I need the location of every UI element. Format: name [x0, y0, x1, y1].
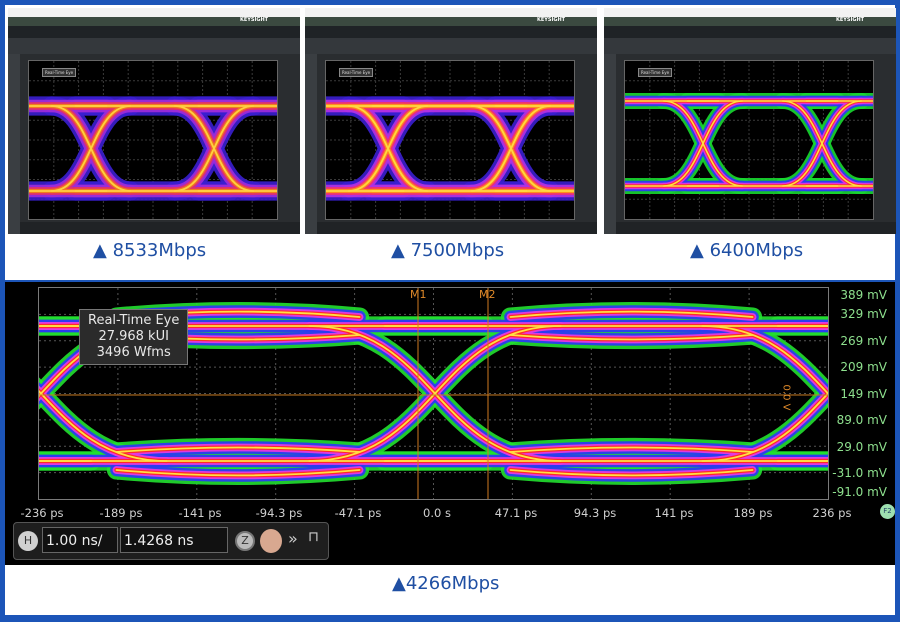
eye-plot — [8, 60, 300, 220]
eye-trace — [509, 334, 754, 341]
readout-waveforms: 3496 Wfms — [96, 345, 171, 360]
brand-logo: KEYSIGHT — [537, 17, 566, 23]
x-axis-label: 189 ps — [733, 506, 773, 520]
y-axis-label: 329 mV — [840, 307, 887, 321]
menu-bar — [305, 17, 597, 26]
eye-trace — [173, 105, 255, 192]
caption-panel-1: ▲ 8533Mbps — [93, 240, 207, 261]
title-bar — [8, 8, 300, 17]
eye-trace — [115, 446, 361, 453]
y-axis-label: 269 mV — [840, 334, 887, 348]
x-axis-label: -94.3 ps — [255, 506, 303, 520]
side-panel — [604, 54, 616, 234]
eye-trace — [509, 310, 754, 318]
window-tabs — [604, 38, 896, 54]
bottom-caption-area — [5, 565, 895, 615]
real-time-eye-readout: Real-Time Eye — [638, 68, 673, 77]
marker-m1[interactable]: M1 — [410, 288, 427, 301]
title-bar — [604, 8, 896, 17]
real-time-eye-readout: Real-Time Eye — [42, 68, 77, 77]
eye-layer-4 — [604, 100, 896, 187]
marker-m2[interactable]: M2 — [479, 288, 496, 301]
expand-icon[interactable]: » — [288, 529, 298, 548]
bottom-control-bar — [317, 222, 597, 234]
caption-panel-2: ▲ 7500Mbps — [391, 240, 505, 261]
toolbar — [8, 26, 300, 38]
y-axis-label: -91.0 mV — [832, 485, 887, 499]
brand-logo: KEYSIGHT — [836, 17, 865, 23]
eye-trace — [662, 100, 744, 187]
horizontal-control-bar: H 1.00 ns/ 1.4268 ns Z » ⊓ — [13, 522, 329, 560]
eye-trace — [115, 469, 361, 477]
oscilloscope-screenshot-2: KEYSIGHT Real-Time Eye — [305, 8, 597, 234]
x-axis-label: 236 ps — [812, 506, 852, 520]
menu-bar — [8, 17, 300, 26]
y-axis-label: 389 mV — [840, 288, 887, 302]
real-time-eye-readout: Real-Time Eye 27.968 kUI 3496 Wfms — [79, 309, 189, 365]
title-bar — [305, 8, 597, 17]
bottom-control-bar — [20, 222, 300, 234]
x-axis-label: -47.1 ps — [334, 506, 382, 520]
side-panel — [305, 54, 317, 234]
y-axis-label: 29.0 mV — [836, 440, 887, 454]
zoom-button[interactable]: Z — [235, 531, 255, 551]
side-panel — [8, 54, 20, 234]
menu-bar — [604, 17, 896, 26]
x-axis-label: -236 ps — [20, 506, 64, 520]
pin-icon[interactable]: ⊓ — [308, 529, 319, 545]
horizontal-button[interactable]: H — [18, 531, 38, 551]
eye-plot — [305, 60, 597, 220]
oscilloscope-4266-window: M1 M2 0.0 V Real-Time Eye 27.968 kUI 349… — [0, 282, 900, 565]
window-tabs — [8, 38, 300, 54]
x-axis-label: -141 ps — [178, 506, 222, 520]
y-axis-label: -31.0 mV — [832, 466, 887, 480]
x-axis-label: 141 ps — [654, 506, 694, 520]
eye-trace — [509, 446, 754, 453]
x-axis-label: 94.3 ps — [573, 506, 617, 520]
x-axis-label: 47.1 ps — [494, 506, 538, 520]
toolbar — [305, 26, 597, 38]
oscilloscope-screenshot-1: KEYSIGHT Real-Time Eye — [8, 8, 300, 234]
horizontal-scale-field[interactable]: 1.00 ns/ — [42, 527, 118, 553]
threshold-label: 0.0 V — [780, 384, 792, 411]
y-axis-label: 209 mV — [840, 360, 887, 374]
window-tabs — [305, 38, 597, 54]
eye-diagram — [604, 61, 896, 219]
x-axis-label: 0.0 s — [423, 506, 451, 520]
caption-panel-3: ▲ 6400Mbps — [690, 240, 804, 261]
eye-layer-4 — [8, 105, 300, 192]
eye-trace — [308, 325, 562, 462]
eye-trace — [347, 105, 429, 192]
eye-plot — [604, 60, 896, 220]
toolbar — [604, 26, 896, 38]
real-time-eye-readout: Real-Time Eye — [339, 68, 374, 77]
y-axis-label: 89.0 mV — [836, 413, 887, 427]
x-axis-label: -189 ps — [99, 506, 143, 520]
caption-4266: ▲4266Mbps — [392, 573, 500, 594]
horizontal-position-field[interactable]: 1.4268 ns — [120, 527, 228, 553]
eye-diagram — [8, 61, 300, 219]
eye-layer-4 — [305, 105, 597, 192]
eye-trace — [50, 105, 132, 192]
bottom-control-bar — [616, 222, 896, 234]
eye-trace — [781, 100, 863, 187]
pause-button[interactable] — [260, 529, 282, 553]
oscilloscope-screenshot-3: KEYSIGHT Real-Time Eye — [604, 8, 896, 234]
readout-ui: 27.968 kUI — [98, 329, 169, 344]
brand-logo: KEYSIGHT — [240, 17, 269, 23]
f2-badge[interactable]: F2 — [880, 504, 895, 519]
y-axis-label: 149 mV — [840, 387, 887, 401]
readout-title: Real-Time Eye — [88, 313, 180, 328]
eye-trace — [509, 469, 754, 477]
eye-trace — [470, 105, 552, 192]
eye-diagram — [305, 61, 597, 219]
